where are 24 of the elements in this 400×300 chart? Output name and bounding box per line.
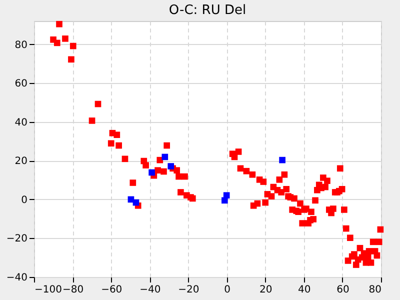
y-tick-label: 60	[14, 78, 28, 90]
point	[279, 156, 286, 164]
point	[168, 163, 174, 170]
x-tick-label: 0	[224, 284, 230, 296]
x-tick-label: 40	[298, 284, 311, 296]
y-tick-label: −20	[6, 234, 28, 245]
y-tick-label: 40	[14, 117, 28, 128]
point	[148, 169, 155, 176]
x-tick-label: −60	[101, 284, 122, 296]
x-tick-label: 20	[259, 284, 272, 296]
x-tick-label: −20	[178, 284, 200, 296]
chart-title: O-C: RU Del	[168, 2, 246, 18]
y-tick-label: 0	[21, 194, 28, 206]
x-tick-label: −100	[34, 284, 62, 296]
point	[162, 154, 168, 160]
point	[223, 192, 230, 199]
y-tick-label: 20	[14, 156, 28, 168]
x-tick-label: −80	[62, 284, 84, 296]
x-tick-label: −40	[140, 284, 161, 296]
y-tick-label: 80	[14, 40, 28, 51]
x-tick-label: 80	[368, 284, 382, 296]
point	[132, 199, 140, 206]
x-tick-label: 60	[336, 284, 350, 296]
y-tick-label: −40	[6, 272, 28, 284]
